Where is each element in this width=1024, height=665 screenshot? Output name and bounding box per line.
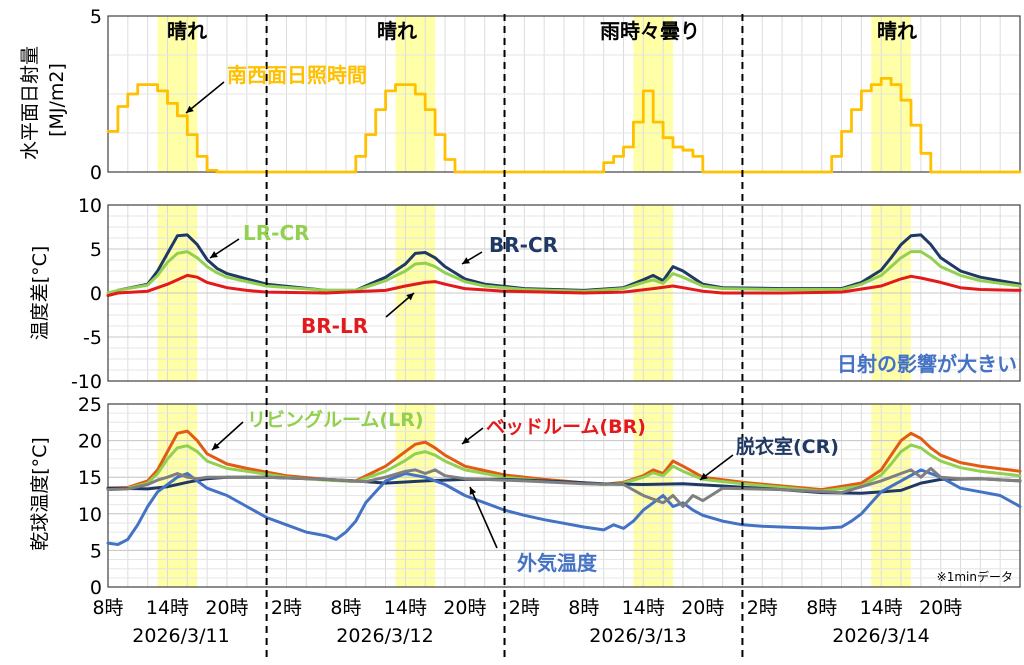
- y-axis-label-solar-line1: 水平面日射量: [19, 46, 41, 160]
- day-label-1: 2026/3/11: [132, 625, 229, 647]
- x-tick-label: 20時: [205, 597, 248, 619]
- annotation-br: ベッドルーム(BR): [486, 416, 646, 438]
- day-label-3: 2026/3/13: [589, 625, 686, 647]
- x-tick-label: 2時: [747, 597, 778, 619]
- annotation-arrow-8: [469, 486, 498, 549]
- annotation-outdoor: 外気温度: [517, 551, 598, 575]
- annotation-br-cr: BR-CR: [489, 233, 558, 257]
- series-line-solar-s0: [106, 77, 1022, 174]
- y-tick-label-temp: 25: [78, 394, 102, 416]
- annotation-cr: 脱衣室(CR): [736, 435, 839, 458]
- series-line-temp-s3: [106, 468, 1022, 546]
- note-1min: ※1minデータ: [937, 569, 1013, 584]
- annotation-solar-effect: 日射の影響が大きい: [837, 352, 1017, 376]
- y-tick-label-temp: 15: [78, 467, 102, 489]
- y-tick-label-diff: 0: [90, 283, 102, 305]
- weather-label-day1: 晴れ: [167, 19, 207, 43]
- y-tick-label-temp: 0: [90, 577, 102, 599]
- y-tick-label-temp: 20: [78, 431, 102, 453]
- annotation-lr-cr: LR-CR: [243, 221, 310, 245]
- y-axis-label-diff: 温度差[°C]: [29, 246, 51, 341]
- y-tick-label-solar: 5: [90, 6, 102, 28]
- annotation-arrow-1: [185, 81, 225, 114]
- x-tick-label: 20時: [443, 597, 486, 619]
- annotation-sunshine: 南西面日照時間: [227, 63, 367, 87]
- y-axis-label-solar: 水平面日射量 [MJ/m2]: [19, 40, 68, 160]
- x-tick-label: 8時: [806, 597, 837, 619]
- y-axis-label-solar-line2: [MJ/m2]: [46, 63, 68, 137]
- y-axis-label-temp: 乾球温度[°C]: [29, 437, 51, 551]
- annotation-arrowhead-4: [406, 293, 414, 301]
- series-line-temp-gray: [106, 466, 1022, 508]
- y-tick-label-diff: -5: [83, 327, 102, 349]
- y-tick-label-diff: 5: [90, 239, 102, 261]
- x-tick-label: 8時: [330, 597, 361, 619]
- x-tick-label: 20時: [919, 597, 962, 619]
- x-tick-label: 8時: [92, 597, 123, 619]
- x-tick-label: 2時: [509, 597, 540, 619]
- x-tick-label: 20時: [681, 597, 724, 619]
- x-tick-label: 2時: [271, 597, 302, 619]
- weather-label-day4: 晴れ: [877, 19, 917, 43]
- y-tick-label-diff: 10: [78, 195, 102, 217]
- y-tick-label-temp: 5: [90, 540, 102, 562]
- annotation-arrowhead-2: [210, 251, 218, 258]
- annotation-arrowhead-5: [212, 442, 220, 450]
- weather-label-day2: 晴れ: [377, 19, 417, 43]
- annotation-arrowhead-8: [469, 487, 477, 495]
- weather-label-day3: 雨時々曇り: [600, 19, 700, 43]
- annotation-arrowhead-1: [186, 105, 194, 113]
- annotation-br-lr: BR-LR: [301, 314, 368, 338]
- day-label-4: 2026/3/14: [832, 625, 929, 647]
- x-tick-label: 14時: [384, 597, 427, 619]
- y-tick-label-diff: -10: [71, 371, 102, 393]
- x-tick-label: 14時: [860, 597, 903, 619]
- day-label-2: 2026/3/12: [336, 625, 433, 647]
- x-tick-label: 8時: [568, 597, 599, 619]
- y-tick-label-solar: 0: [90, 162, 102, 184]
- x-tick-label: 14時: [622, 597, 665, 619]
- annotation-arrowhead-3: [462, 257, 470, 264]
- annotation-arrowhead-6: [462, 436, 470, 444]
- annotation-lr: リビングルーム(LR): [247, 408, 424, 431]
- x-tick-label: 14時: [146, 597, 189, 619]
- panel-frame-temp: [107, 403, 1021, 588]
- annotation-arrowhead-7: [700, 472, 708, 480]
- series-line-diff-lr-cr: [106, 250, 1022, 295]
- y-tick-label-temp: 10: [78, 504, 102, 526]
